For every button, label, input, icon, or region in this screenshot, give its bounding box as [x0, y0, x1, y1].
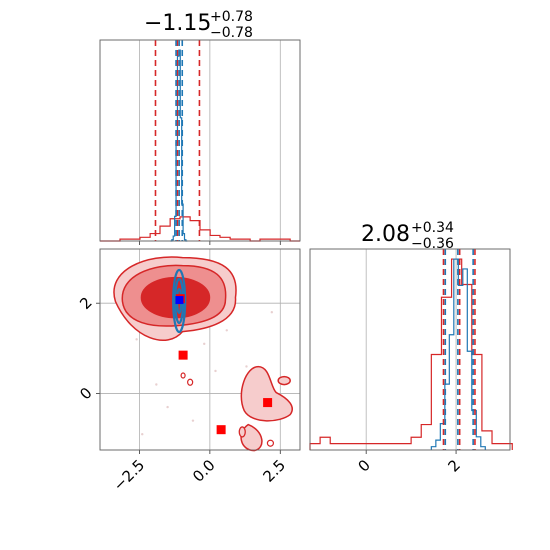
faint-point-15 — [270, 311, 274, 314]
contour-reference-islet-4 — [180, 372, 186, 379]
faint-point-4 — [225, 329, 228, 332]
contour-samples-outer — [172, 268, 187, 334]
contour-reference-islet-2 — [238, 426, 246, 438]
faint-point-6 — [166, 405, 169, 409]
contour-reference-islet-3 — [187, 378, 194, 386]
faint-point-8 — [191, 419, 195, 422]
title-param-y-minus: −0.36 — [411, 236, 454, 252]
title-param-x-minus: −0.78 — [210, 25, 253, 41]
faint-point-1 — [135, 338, 138, 341]
contour-reference-secondary — [240, 365, 293, 422]
marker-red-1 — [178, 350, 188, 360]
frame-bottom-right — [309, 248, 511, 451]
title-param-y: 2.08 +0.34 −0.36 — [361, 220, 454, 252]
faint-point-12 — [155, 383, 158, 386]
title-param-x-value: −1.15 — [144, 11, 211, 36]
marker-blue-0 — [175, 296, 184, 305]
marker-red-2 — [216, 425, 226, 435]
title-param-x-plus: +0.78 — [210, 9, 253, 25]
contour-reference-islet-5 — [266, 439, 275, 447]
frame-bottom-left — [99, 248, 301, 451]
histogram-param-y-reference — [309, 258, 513, 450]
title-param-y-plus: +0.34 — [411, 220, 454, 236]
tick-label-y-left-1: 2 — [76, 293, 95, 312]
panel-bottom-right — [309, 248, 511, 451]
tick-label-x-2: 2.5 — [260, 456, 290, 486]
faint-point-5 — [214, 369, 217, 373]
tick-label-y-left-0: 0 — [76, 384, 95, 403]
tick-label-y-bottom-1: 2 — [444, 456, 463, 475]
faint-point-7 — [141, 432, 144, 436]
faint-point-3 — [203, 342, 206, 346]
contour-reference-islet-1 — [277, 375, 291, 386]
tick-label-y-bottom-0: 0 — [355, 456, 374, 475]
tick-label-x-0: −2.5 — [110, 456, 148, 494]
tick-label-x-1: 0.0 — [189, 456, 219, 486]
title-param-y-value: 2.08 — [361, 222, 410, 247]
frame-top-left — [99, 39, 301, 242]
marker-red-3 — [263, 398, 273, 408]
title-param-x: −1.15 +0.78 −0.78 — [144, 9, 253, 41]
faint-point-9 — [245, 365, 248, 368]
